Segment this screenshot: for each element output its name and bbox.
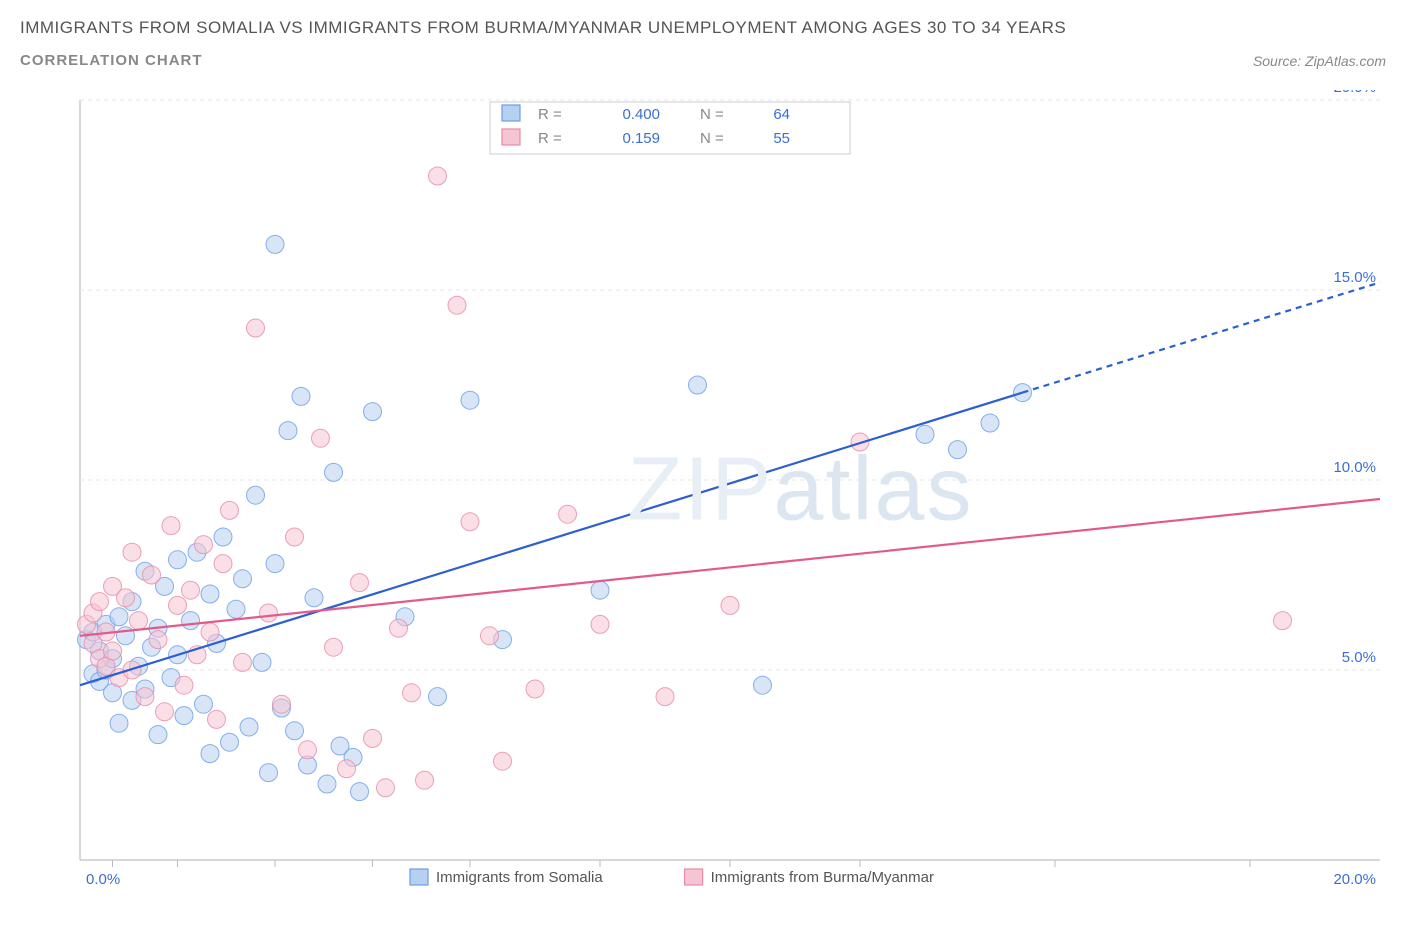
source-attribution: Source: ZipAtlas.com [1253, 53, 1386, 69]
svg-text:0.0%: 0.0% [86, 871, 120, 888]
svg-text:0.159: 0.159 [622, 130, 660, 147]
svg-text:20.0%: 20.0% [1333, 90, 1376, 96]
svg-text:R =: R = [538, 106, 562, 123]
svg-text:10.0%: 10.0% [1333, 459, 1376, 476]
chart-title: IMMIGRANTS FROM SOMALIA VS IMMIGRANTS FR… [20, 18, 1386, 38]
svg-text:15.0%: 15.0% [1333, 269, 1376, 286]
svg-text:64: 64 [773, 106, 790, 123]
svg-text:R =: R = [538, 130, 562, 147]
svg-text:20.0%: 20.0% [1333, 871, 1376, 888]
chart-area: ZIPatlas 5.0%10.0%15.0%20.0%0.0%20.0%Une… [50, 90, 1390, 890]
svg-text:5.0%: 5.0% [1342, 649, 1376, 666]
svg-text:55: 55 [773, 130, 790, 147]
svg-text:Immigrants from Somalia: Immigrants from Somalia [436, 869, 603, 886]
svg-text:Immigrants from Burma/Myanmar: Immigrants from Burma/Myanmar [711, 869, 934, 886]
svg-text:N =: N = [700, 106, 724, 123]
chart-subtitle: CORRELATION CHART [20, 52, 203, 69]
svg-text:N =: N = [700, 130, 724, 147]
svg-text:0.400: 0.400 [622, 106, 660, 123]
scatter-chart: 5.0%10.0%15.0%20.0%0.0%20.0%Unemployment… [50, 90, 1390, 890]
